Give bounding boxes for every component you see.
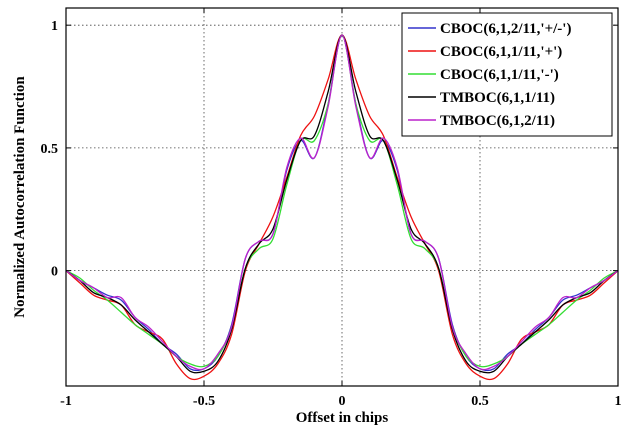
legend-entry: CBOC(6,1,1/11,'+') (440, 44, 562, 60)
grid (66, 8, 618, 386)
legend-box (401, 12, 613, 137)
x-tick-label: -1 (60, 394, 72, 409)
series-line-5 (65, 34, 619, 371)
y-tick-label: 0 (51, 265, 58, 280)
legend-entry: TMBOC(6,1,1/11) (440, 90, 555, 106)
ticks: -1 -0.5 0 0.5 1 0 0.5 1 (41, 8, 622, 409)
legend-entry: TMBOC(6,1,2/11) (440, 113, 555, 129)
x-tick-label: 1 (615, 394, 622, 409)
y-tick-label: 0.5 (41, 142, 59, 157)
series-layer (65, 34, 619, 381)
legend: CBOC(6,1,2/11,'+/-') CBOC(6,1,1/11,'+') CB… (401, 12, 613, 137)
y-axis-title: Normalized Autocorrelation Function (12, 76, 28, 318)
x-tick-label: -0.5 (193, 394, 215, 409)
y-tick-label: 1 (51, 19, 58, 34)
legend-entry: CBOC(6,1,2/11,'+/-') (440, 21, 571, 37)
x-axis-title: Offset in chips (296, 410, 389, 426)
legend-entry: CBOC(6,1,1/11,'-') (440, 67, 559, 83)
x-tick-label: 0 (339, 394, 346, 409)
x-tick-label: 0.5 (471, 394, 489, 409)
